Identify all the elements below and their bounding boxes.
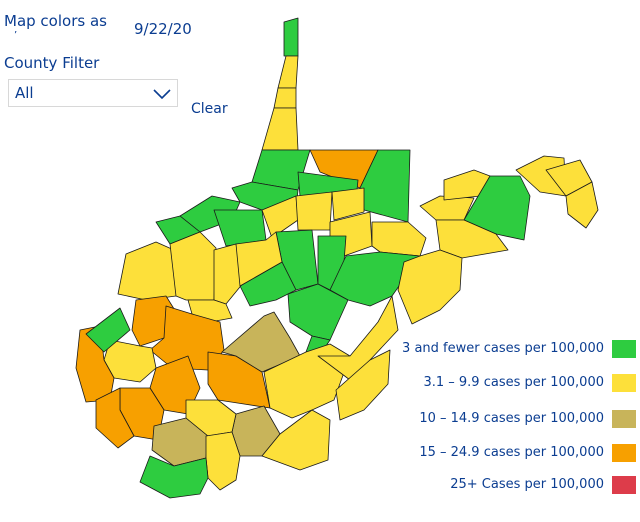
map-date: 9/22/20 [134, 20, 192, 38]
legend-swatch [612, 340, 636, 358]
county-shape[interactable] [397, 249, 463, 325]
county-shape[interactable] [205, 431, 241, 491]
county-shape[interactable] [261, 107, 299, 151]
legend-label: 15 – 24.9 cases per 100,000 [419, 445, 604, 460]
county-shape[interactable] [371, 221, 427, 257]
county-shape[interactable] [277, 55, 299, 89]
county-shape[interactable] [261, 409, 331, 471]
legend-label: 10 – 14.9 cases per 100,000 [419, 411, 604, 426]
county-shape[interactable] [359, 149, 411, 223]
legend-swatch [612, 444, 636, 462]
county-shape[interactable] [85, 307, 131, 353]
county-shape[interactable] [179, 195, 241, 233]
legend-item-red: 25+ Cases per 100,000 [336, 476, 636, 496]
legend-item-green: 3 and fewer cases per 100,000 [336, 340, 636, 360]
county-shape[interactable] [117, 241, 177, 301]
county-shape[interactable] [235, 231, 283, 287]
county-filter-value: All [15, 84, 34, 102]
county-shape[interactable] [221, 311, 301, 373]
county-shape[interactable] [213, 243, 245, 305]
legend-item-yellow: 3.1 – 9.9 cases per 100,000 [336, 374, 636, 394]
map-title: Map colors as [4, 12, 107, 30]
legend-swatch [612, 410, 636, 428]
legend-label: 3.1 – 9.9 cases per 100,000 [423, 375, 604, 390]
chevron-down-icon [153, 89, 171, 100]
county-filter-dropdown[interactable]: All [8, 79, 178, 107]
legend-label: 3 and fewer cases per 100,000 [402, 341, 604, 356]
legend-swatch [612, 374, 636, 392]
county-shape[interactable] [295, 191, 333, 231]
county-shape[interactable] [565, 181, 599, 229]
map-title-overflow: ’ [14, 30, 18, 41]
legend-swatch [612, 476, 636, 494]
county-shape[interactable] [169, 231, 217, 301]
county-shape[interactable] [335, 349, 391, 421]
clear-filter-button[interactable]: Clear [191, 101, 228, 117]
county-shape[interactable] [419, 195, 475, 221]
county-filter-label: County Filter [4, 54, 100, 72]
county-shape[interactable] [213, 209, 267, 247]
county-shape[interactable] [283, 17, 299, 57]
county-shape[interactable] [95, 387, 135, 449]
legend-label: 25+ Cases per 100,000 [450, 477, 604, 492]
county-shape[interactable] [331, 187, 365, 221]
legend-item-orange: 15 – 24.9 cases per 100,000 [336, 444, 636, 464]
county-shape[interactable] [273, 87, 297, 109]
county-shape[interactable] [139, 455, 209, 499]
legend-item-olive: 10 – 14.9 cases per 100,000 [336, 410, 636, 430]
